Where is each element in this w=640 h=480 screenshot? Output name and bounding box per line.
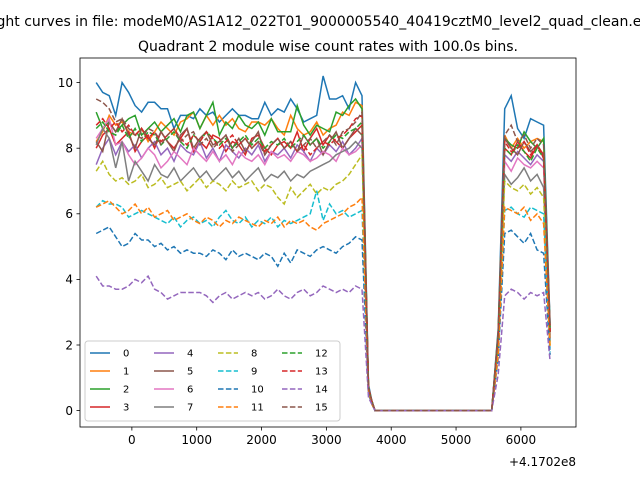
x-offset-label: +4.1702e8 (509, 455, 576, 469)
legend-label-10: 10 (251, 385, 264, 396)
legend-label-5: 5 (187, 367, 193, 378)
legend-label-4: 4 (187, 349, 193, 360)
legend-label-15: 15 (315, 403, 328, 414)
y-tick-label: 10 (58, 76, 73, 90)
x-tick-label: 5000 (441, 433, 472, 447)
legend-label-2: 2 (123, 385, 129, 396)
plot-area (95, 75, 551, 412)
figure-suptitle: Light curves in file: modeM0/AS1A12_022T… (0, 14, 640, 30)
x-tick-label: 2000 (246, 433, 277, 447)
legend-frame (84, 340, 341, 422)
y-tick-label: 2 (65, 338, 73, 352)
legend-label-8: 8 (251, 349, 257, 360)
legend-label-6: 6 (187, 385, 193, 396)
y-tick-label: 4 (65, 273, 73, 287)
legend-label-0: 0 (123, 349, 129, 360)
y-tick-label: 8 (65, 142, 73, 156)
legend-label-11: 11 (251, 403, 264, 414)
chart-title: Quadrant 2 module wise count rates with … (138, 39, 518, 55)
x-tick-label: 4000 (376, 433, 407, 447)
legend-label-7: 7 (187, 403, 193, 414)
series-line-15 (95, 98, 551, 412)
x-tick-label: 3000 (311, 433, 342, 447)
legend-label-9: 9 (251, 367, 257, 378)
axes-frame (79, 57, 577, 428)
series-line-12 (95, 120, 551, 412)
y-tick-label: 0 (65, 404, 73, 418)
legend-label-1: 1 (123, 367, 129, 378)
series-line-10 (95, 225, 551, 412)
x-tick-label: 1000 (181, 433, 212, 447)
x-tick-label: 0 (128, 433, 136, 447)
legend-label-14: 14 (315, 385, 328, 396)
y-tick-label: 6 (65, 207, 73, 221)
legend-label-13: 13 (315, 367, 328, 378)
x-tick-label: 6000 (506, 433, 537, 447)
legend-label-3: 3 (123, 403, 129, 414)
legend-label-12: 12 (315, 349, 328, 360)
